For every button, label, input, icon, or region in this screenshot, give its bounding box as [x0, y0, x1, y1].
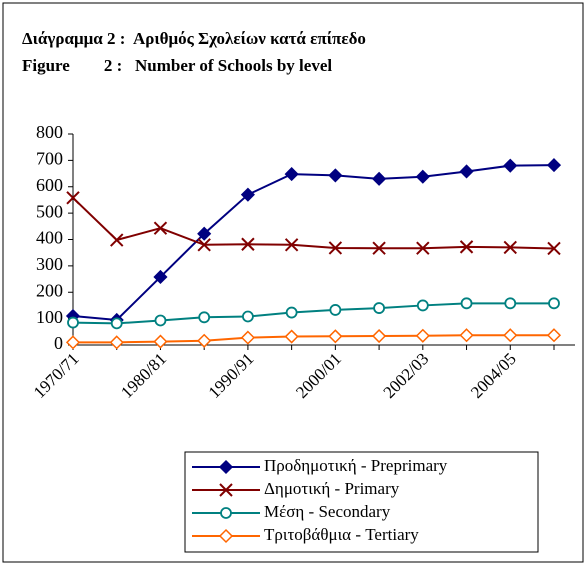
point	[153, 269, 168, 285]
point	[329, 304, 342, 316]
point	[284, 238, 299, 252]
point	[240, 330, 255, 345]
legend-label: Δημοτική - Primary	[264, 479, 400, 498]
point	[547, 241, 561, 256]
point	[154, 314, 167, 327]
point	[328, 241, 343, 255]
point	[372, 171, 387, 186]
point	[328, 168, 343, 183]
point	[66, 191, 80, 205]
point	[197, 333, 212, 348]
y-tick-label: 300	[36, 254, 63, 274]
y-tick-label: 100	[36, 307, 63, 327]
legend-marker	[218, 459, 234, 475]
point	[110, 233, 124, 247]
point	[459, 240, 474, 254]
series-line	[72, 302, 554, 325]
point	[503, 240, 517, 255]
point	[415, 169, 430, 184]
series-line	[72, 197, 555, 250]
point	[548, 297, 560, 310]
point	[153, 221, 168, 235]
y-tick-label: 800	[36, 122, 63, 142]
point	[415, 328, 430, 343]
chart-subtitle: Figure 2 : Number of Schools by level	[22, 56, 332, 75]
point	[503, 328, 518, 343]
point	[198, 311, 211, 324]
y-tick-label: 200	[36, 280, 63, 300]
point	[372, 241, 386, 255]
point	[416, 241, 430, 255]
y-tick-label: 400	[36, 228, 63, 248]
point	[546, 328, 562, 343]
legend-label: Τριτοβάθμια - Tertiary	[264, 525, 419, 544]
legend-marker	[220, 507, 232, 519]
series-line	[73, 334, 554, 344]
point	[459, 164, 474, 179]
point	[110, 317, 123, 330]
legend-label: Μέση - Secondary	[264, 502, 391, 521]
point	[285, 306, 298, 319]
point	[546, 158, 562, 173]
legend-label: Προδημοτική - Preprimary	[264, 456, 448, 475]
point	[241, 237, 255, 251]
point	[328, 329, 343, 344]
point	[65, 335, 81, 350]
y-tick-label: 0	[54, 333, 63, 353]
y-tick-label: 500	[36, 201, 63, 221]
point	[503, 158, 518, 173]
point	[460, 297, 473, 310]
y-tick-label: 700	[36, 149, 63, 169]
point	[240, 187, 255, 202]
point	[284, 329, 299, 344]
series-line	[72, 164, 555, 321]
point	[373, 302, 385, 314]
point	[459, 328, 474, 343]
point	[197, 226, 212, 241]
point	[416, 299, 429, 312]
point	[242, 310, 254, 323]
point	[197, 238, 211, 252]
point	[153, 334, 168, 349]
point	[372, 328, 387, 344]
y-tick-label: 600	[36, 175, 63, 195]
point	[504, 297, 517, 310]
legend-marker	[219, 483, 233, 497]
legend-marker	[218, 528, 234, 544]
point	[109, 335, 124, 350]
point	[67, 316, 79, 329]
chart-title: Διάγραμμα 2 : Αριθμός Σχολείων κατά επίπ…	[22, 29, 366, 48]
point	[284, 167, 299, 182]
